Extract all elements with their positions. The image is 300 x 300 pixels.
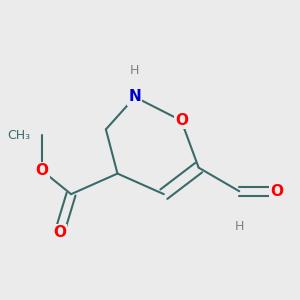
Text: CH₃: CH₃ [8,129,31,142]
Text: N: N [128,89,141,104]
Text: O: O [270,184,284,199]
Text: O: O [53,225,66,240]
Text: O: O [36,163,49,178]
Text: methyl: methyl [40,123,44,124]
Text: H: H [235,220,244,233]
Text: H: H [130,64,140,77]
Text: O: O [175,113,188,128]
